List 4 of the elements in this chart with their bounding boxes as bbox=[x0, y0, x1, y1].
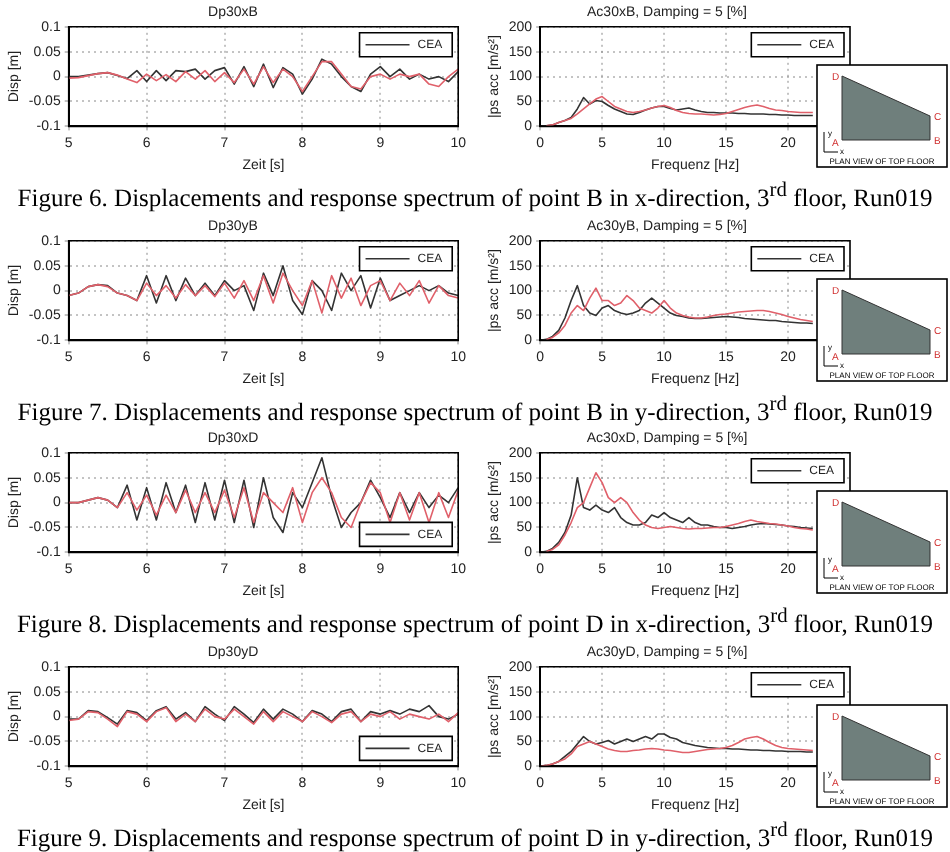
caption: Figure 6. Displacements and response spectrum of point B in x-direction, 3$^{rd}$ floor, Run019 bbox=[15, 178, 935, 215]
caption: Figure 9. Displacements and response spectrum of point D in y-direction, 3$^{rd}$ floor, Run019 bbox=[14, 817, 936, 852]
caption: Figure 7. Displacements and response spectrum of point B in y-direction, 3$^{rd}$ floor, Run019 bbox=[15, 391, 935, 428]
caption: Figure 8. Displacements and response spectrum of point D in x-direction, 3$^{rd}$ floor, Run019 bbox=[14, 604, 936, 641]
